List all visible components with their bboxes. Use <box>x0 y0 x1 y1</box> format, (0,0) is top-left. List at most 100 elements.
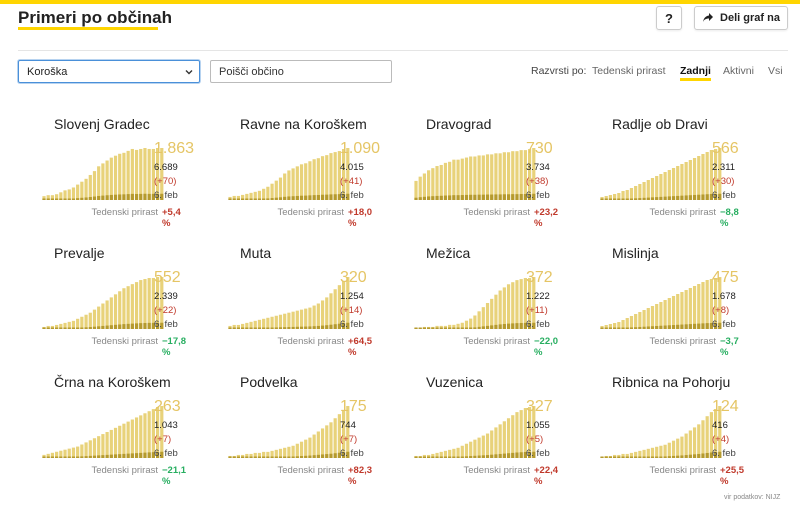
chart-bar-new <box>663 196 667 200</box>
chart-bar <box>625 318 629 329</box>
chart-bar-new <box>105 195 109 200</box>
chart-bar-new <box>477 194 481 200</box>
municipality-search-input[interactable] <box>210 60 392 83</box>
weekly-growth-value: +25,5 % <box>720 465 745 487</box>
chart-bar-new <box>274 327 278 329</box>
municipality-card[interactable]: Podvelka 175 744 (+7) 6. feb Tedenski prirast… <box>204 374 372 487</box>
chart-bar-new <box>498 324 502 329</box>
chart-bar-new <box>634 327 638 329</box>
chart-bar <box>308 307 312 329</box>
chart-bar-new <box>295 456 299 458</box>
chart-bar <box>88 174 92 200</box>
chart-bar <box>688 160 692 200</box>
chart-bar <box>118 425 122 458</box>
chart-bar-new <box>304 326 308 329</box>
chart-bar-new <box>287 327 291 329</box>
municipality-card[interactable]: Črna na Koroškem 263 1.043 (+7) 6. feb Tedens… <box>18 374 186 487</box>
municipality-card[interactable]: Mežica 372 1.222 (+11) 6. feb Tedenski priras… <box>390 245 558 358</box>
chart-bar-new <box>63 198 67 200</box>
chart-bar-new <box>473 327 477 329</box>
chart-bar <box>155 148 160 200</box>
municipality-card[interactable]: Ribnica na Pohorju 124 416 (+4) 6. feb Tedens… <box>576 374 745 487</box>
sort-option-latest[interactable]: Zadnji <box>680 65 711 81</box>
chart-bar <box>443 325 448 329</box>
chart-bar <box>718 148 722 200</box>
help-button[interactable]: ? <box>656 6 682 30</box>
chart-bar-new <box>262 327 266 329</box>
chart-bar <box>101 434 105 458</box>
chart-bar <box>236 324 241 329</box>
chart-bar <box>625 453 629 458</box>
cases-bar-chart <box>600 406 722 458</box>
chart-bar <box>262 318 266 329</box>
chart-bar <box>502 421 506 458</box>
chart-bar-new <box>414 197 418 200</box>
chart-bar <box>688 288 692 329</box>
chart-bar <box>257 452 262 458</box>
chart-bar <box>490 430 494 458</box>
chart-bar <box>325 425 329 458</box>
chart-bar-new <box>316 454 320 458</box>
municipality-card[interactable]: Muta 320 1.254 (+14) 6. feb Tedenski prirast +… <box>204 245 372 358</box>
chart-bar-new <box>126 323 130 329</box>
chart-bar-new <box>621 198 625 200</box>
chart-bar-new <box>257 327 262 329</box>
chart-bar-new <box>329 324 333 329</box>
municipality-card[interactable]: Mislinja 475 1.678 (+8) 6. feb Tedenski prira… <box>576 245 741 358</box>
chart-bar <box>139 148 143 200</box>
chart-bar <box>291 168 295 200</box>
chart-bar <box>139 280 143 329</box>
sort-option-weekly-growth[interactable]: Tedenski prirast <box>592 65 666 77</box>
chart-bar-new <box>667 196 671 200</box>
chart-bar <box>274 180 278 200</box>
chart-bar-new <box>634 456 638 458</box>
chart-bar-new <box>151 452 155 458</box>
chart-bar-new <box>232 456 236 458</box>
chart-bar-new <box>625 456 629 458</box>
share-button[interactable]: Deli graf na <box>694 6 788 30</box>
chart-bar <box>245 322 249 329</box>
chart-bar <box>452 448 456 458</box>
weekly-growth-value: +5,4 % <box>162 207 181 229</box>
municipality-card[interactable]: Vuzenica 327 1.055 (+5) 6. feb Tedenski prira… <box>390 374 559 487</box>
chart-bar <box>469 156 473 200</box>
chart-bar <box>295 310 299 329</box>
chart-bar-new <box>257 198 262 200</box>
chart-bar <box>84 178 88 200</box>
sort-option-active[interactable]: Aktivni <box>723 65 754 77</box>
chart-bar-new <box>642 197 646 200</box>
municipality-card[interactable]: Radlje ob Dravi 566 2.311 (+30) 6. feb Tedens… <box>576 116 741 229</box>
chart-bar-new <box>427 456 431 458</box>
chart-bar <box>105 300 109 329</box>
daily-delta: (+11) <box>526 305 548 316</box>
chart-bar-new <box>431 327 435 329</box>
chart-bar <box>667 298 671 329</box>
chart-bar <box>659 174 663 200</box>
chart-bar-new <box>346 451 350 458</box>
municipality-card[interactable]: Slovenj Gradec 1.863 6.689 (+70) 6. feb Teden… <box>18 116 194 229</box>
sort-option-all[interactable]: Vsi <box>768 65 783 77</box>
region-select[interactable]: Koroška <box>18 60 200 83</box>
weekly-growth-value: +22,4 % <box>534 465 559 487</box>
chart-bar <box>139 415 143 458</box>
title-underline <box>18 27 158 30</box>
data-date: 6. feb <box>154 319 178 330</box>
chart-bar-new <box>506 194 511 200</box>
chart-bar-new <box>278 456 283 458</box>
chart-bar-new <box>266 327 270 329</box>
chart-bar <box>283 447 287 458</box>
chart-bar-new <box>232 327 236 329</box>
chart-bar <box>680 164 684 200</box>
chart-bar <box>511 415 515 458</box>
chart-bar <box>308 437 312 458</box>
chart-bar <box>63 449 67 458</box>
chart-bar-new <box>638 456 642 458</box>
chart-bar <box>646 448 650 458</box>
municipality-card[interactable]: Dravograd 730 3.734 (+38) 6. feb Tedenski pri… <box>390 116 558 229</box>
data-source: vir podatkov: NIJZ <box>724 494 781 501</box>
municipality-card[interactable]: Prevalje 552 2.339 (+22) 6. feb Tedenski prir… <box>18 245 186 358</box>
chart-bar-new <box>139 452 143 458</box>
chart-bar <box>469 441 473 458</box>
chart-bar-new <box>642 326 646 329</box>
municipality-card[interactable]: Ravne na Koroškem 1.090 4.015 (+41) 6. feb Te… <box>204 116 380 229</box>
